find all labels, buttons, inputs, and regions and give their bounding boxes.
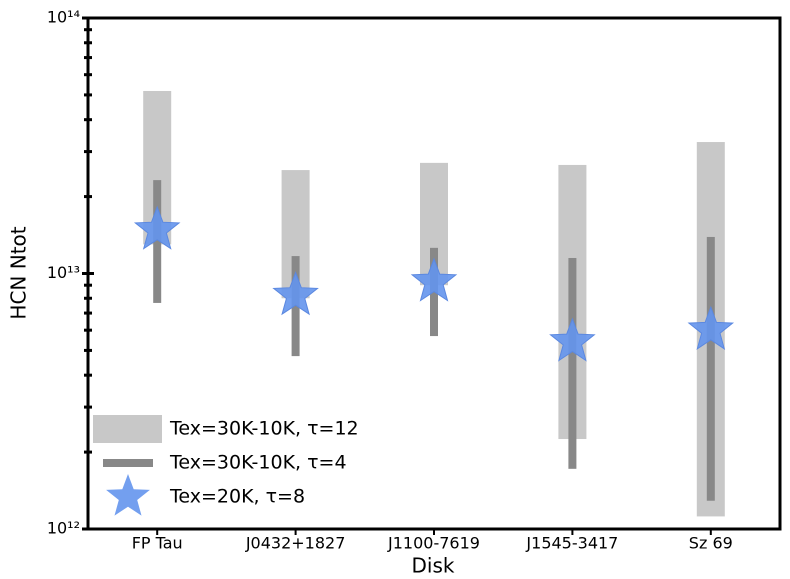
x-tick-label: J1545-3417 (525, 534, 618, 553)
y-tick-label: 10¹⁴ (47, 8, 80, 27)
legend-label: Tex=30K-10K, τ=4 (169, 452, 347, 474)
y-axis-label: HCN Ntot (7, 226, 31, 319)
range-line (706, 236, 715, 501)
star-point (410, 257, 458, 302)
legend-label: Tex=20K, τ=8 (169, 486, 305, 508)
range-line (153, 180, 162, 303)
legend-swatch (93, 415, 162, 443)
x-tick-label: FP Tau (132, 534, 183, 553)
range-line (291, 256, 300, 357)
star-point (549, 317, 596, 362)
legend-swatch (106, 474, 150, 516)
star-point (133, 205, 181, 250)
legend-label: Tex=30K-10K, τ=12 (169, 418, 359, 440)
range-line (568, 257, 577, 469)
x-tick-label: J1100-7619 (387, 534, 480, 553)
legend-swatch (103, 459, 153, 467)
x-axis-label: Disk (412, 554, 455, 578)
star-point (687, 305, 735, 350)
x-tick-label: Sz 69 (689, 534, 733, 553)
plot-frame (86, 16, 782, 531)
y-tick-label: 10¹² (47, 519, 80, 538)
star-point (272, 271, 319, 316)
x-tick-label: J0432+1827 (245, 534, 346, 553)
y-tick-label: 10¹³ (47, 263, 80, 282)
